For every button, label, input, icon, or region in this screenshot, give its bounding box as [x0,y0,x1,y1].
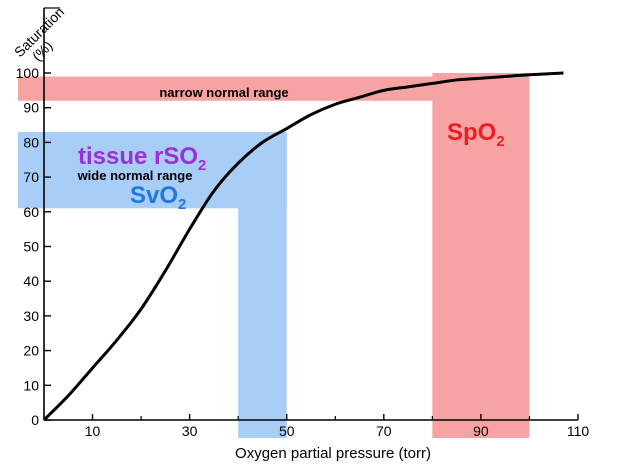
y-tick-label: 100 [16,65,40,81]
tissue-rso2-text: tissue rSO [78,143,198,170]
tissue-rso2-label: tissue rSO2 [78,143,206,174]
y-tick-label: 0 [31,412,39,428]
y-tick-label: 20 [23,343,39,359]
range-bands [18,73,530,439]
y-tick-label: 40 [23,273,39,289]
spo2-sub: 2 [496,133,504,150]
axes [43,7,578,421]
y-tick-label: 70 [23,169,39,185]
x-tick-label: 110 [567,423,590,439]
x-tick-label: 10 [85,423,101,439]
spo2-label: SpO2 [447,119,505,150]
y-tick-label: 10 [23,377,39,393]
tissue-rso2-sub: 2 [198,157,206,174]
svo2-vertical-band [238,131,287,439]
wide-range-label: wide normal range [77,168,193,183]
series-layer [42,71,564,422]
narrow-range-label: narrow normal range [159,85,288,100]
y-tick-label: 60 [23,204,39,220]
y-tick-label: 30 [23,308,39,324]
ticks: 0 10 20 30 40 50 60 70 80 90 100 10 30 50 70 90 110 [16,65,590,439]
y-tick-label: 50 [23,239,39,255]
y-tick-label: 80 [23,134,39,150]
y-tick-label: 90 [23,100,39,116]
series-line-0 [42,71,564,422]
x-tick-label: 30 [182,423,198,439]
x-axis-label: Oxygen partial pressure (torr) [235,445,431,462]
svo2-sub: 2 [178,196,186,213]
x-tick-label: 90 [473,423,489,439]
x-tick-label: 50 [279,423,295,439]
svo2-label: SvO2 [130,182,186,213]
spo2-text: SpO [447,119,496,146]
spo2-vertical-band [432,73,530,438]
x-tick-label: 70 [376,423,392,439]
svo2-text: SvO [130,182,178,209]
